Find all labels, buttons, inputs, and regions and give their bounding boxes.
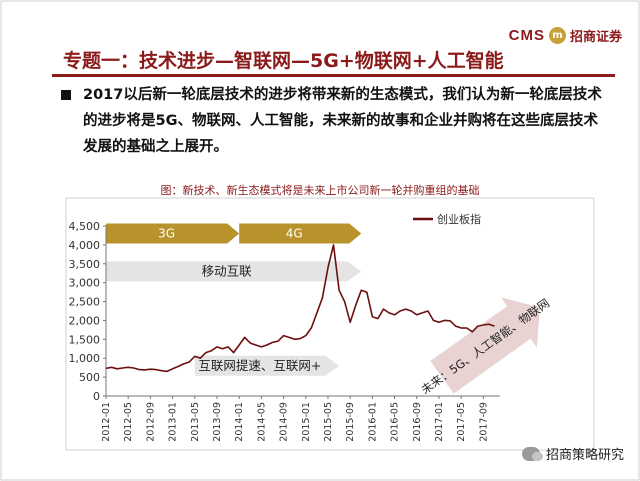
logo-company-name: 招商证券	[569, 30, 622, 45]
y-tick-label: 3,500	[69, 258, 101, 271]
y-tick-label: 1,500	[69, 333, 101, 346]
x-tick-label: 2014-01	[234, 402, 245, 442]
x-tick-label: 2012-09	[145, 402, 156, 442]
y-tick-label: 2,500	[69, 296, 101, 309]
annotation-gray-arrow: 移动互联	[106, 261, 362, 282]
legend-label: 创业板指	[437, 212, 481, 226]
y-tick-label: 4,500	[69, 220, 101, 233]
x-tick-label: 2015-01	[301, 402, 312, 442]
gold-arrow-shape	[239, 223, 362, 244]
x-tick-label: 2012-05	[123, 402, 134, 442]
series-line-chinext	[105, 244, 495, 373]
x-tick-label: 2013-09	[212, 402, 223, 442]
annotation-gray-arrow: 互联网提速、互联网+	[194, 355, 340, 376]
wechat-icon	[521, 446, 543, 461]
x-tick-label: 2017-09	[478, 402, 489, 442]
x-tick-label: 2017-01	[434, 402, 445, 442]
annotation-pink-arrow: 未来：5G、人工智能、物联网	[419, 296, 553, 397]
pink-arrow-shape	[430, 297, 540, 394]
x-tick-label: 2015-09	[345, 402, 356, 442]
x-tick-label: 2016-05	[390, 402, 401, 442]
x-tick-label: 2013-01	[168, 402, 179, 442]
slide-title: 专题一：技术进步—智联网—5G+物联网+人工智能	[63, 50, 504, 72]
wechat-watermark: 招商策略研究	[521, 444, 624, 463]
y-tick-label: 1,000	[69, 352, 101, 365]
y-tick-label: 2,000	[69, 314, 101, 327]
annotation-label: 4G	[286, 227, 303, 241]
chart-caption: 图：新技术、新生态模式将是未来上市公司新一轮并购重组的基础	[160, 184, 480, 197]
x-tick-label: 2014-05	[256, 402, 267, 442]
annotation-label: 互联网提速、互联网+	[198, 358, 321, 373]
logo-badge-icon: m	[548, 27, 566, 44]
x-tick-label: 2016-01	[367, 402, 378, 442]
y-tick-label: 3,000	[69, 277, 101, 290]
chart-series	[105, 244, 495, 373]
chart-legend: 创业板指	[413, 212, 481, 226]
brand-logo: CMS m 招商证券	[509, 26, 622, 45]
gold-arrow-shape	[106, 223, 240, 244]
x-tick-label: 2013-05	[190, 402, 201, 442]
y-tick-label: 500	[79, 371, 100, 384]
slide-body-text: 2017以后新一轮底层技术的进步将带来新的生态模式，我们认为新一轮底层技术的进步…	[83, 87, 602, 155]
x-tick-label: 2014-09	[279, 402, 290, 442]
title-divider	[52, 74, 615, 77]
annotation-gold-arrow: 4G	[239, 223, 362, 244]
annotation-label: 未来：5G、人工智能、物联网	[419, 296, 553, 397]
chart-frame	[65, 197, 595, 451]
pink-arrow-group: 未来：5G、人工智能、物联网	[419, 296, 553, 397]
annotation-label: 3G	[158, 227, 175, 241]
x-tick-label: 2016-09	[412, 402, 423, 442]
x-tick-label: 2017-05	[456, 402, 467, 442]
annotation-label: 移动互联	[202, 263, 253, 278]
watermark-text: 招商策略研究	[545, 448, 624, 463]
chart-axes: 0 500 1,000 1,500 2,000 2,500 3,000 3,500 4,000 4…	[69, 220, 500, 442]
logo-cms-text: CMS	[508, 27, 545, 44]
y-tick-label: 0	[93, 390, 100, 403]
y-tick-label: 4,000	[69, 239, 101, 252]
gray-arrow-shape	[106, 261, 362, 282]
x-tick-label: 2015-05	[323, 402, 334, 442]
x-tick-label: 2012-01	[101, 402, 112, 442]
bullet-square-icon	[61, 90, 71, 100]
annotation-gold-arrow: 3G	[106, 223, 240, 244]
gray-arrow-shape	[194, 355, 340, 376]
